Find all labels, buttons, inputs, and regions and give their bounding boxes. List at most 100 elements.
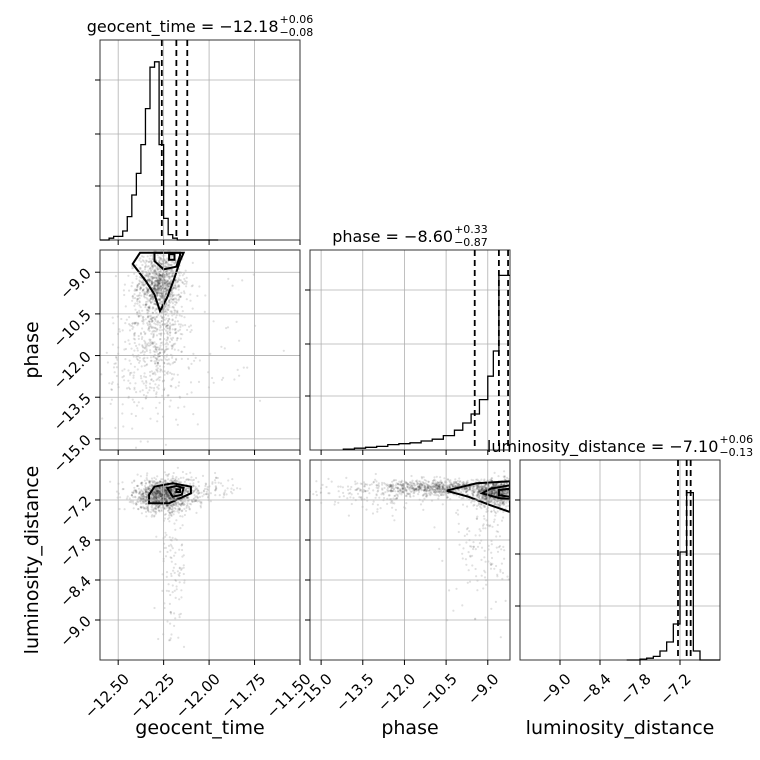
pair-geocent-time-vs-phase-point — [179, 295, 182, 298]
pair-geocent-time-vs-phase-point — [146, 309, 149, 312]
pair-phase-vs-luminosity-distance-point — [488, 525, 491, 528]
pair-phase-vs-luminosity-distance-point — [483, 487, 486, 490]
pair-geocent-time-vs-luminosity-distance-point — [140, 481, 143, 484]
pair-geocent-time-vs-luminosity-distance-point — [168, 504, 171, 507]
pair-phase-vs-luminosity-distance-point — [490, 492, 493, 496]
pair-geocent-time-vs-phase-point — [169, 363, 172, 366]
pair-geocent-time-vs-luminosity-distance-point — [151, 492, 154, 495]
pair-geocent-time-vs-phase-point — [145, 394, 148, 398]
pair-geocent-time-vs-luminosity-distance-point — [134, 496, 137, 499]
pair-geocent-time-vs-phase-point — [152, 350, 155, 353]
pair-phase-vs-luminosity-distance-point — [503, 492, 506, 495]
pair-geocent-time-vs-phase-point — [157, 353, 160, 356]
pair-geocent-time-vs-phase-point — [150, 262, 153, 265]
pair-geocent-time-vs-phase-point — [184, 324, 187, 327]
pair-geocent-time-vs-phase-point — [173, 245, 175, 247]
pair-geocent-time-vs-luminosity-distance-point — [170, 633, 173, 636]
pair-geocent-time-vs-luminosity-distance-point — [154, 495, 157, 498]
pair-geocent-time-vs-phase-point — [174, 309, 177, 312]
pair-phase-vs-luminosity-distance-point — [521, 492, 523, 494]
pair-geocent-time-vs-phase-point — [130, 324, 133, 328]
pair-geocent-time-vs-luminosity-distance-point — [137, 507, 140, 511]
pair-phase-vs-luminosity-distance-point — [513, 485, 515, 487]
pair-geocent-time-vs-luminosity-distance-point — [141, 502, 145, 505]
pair-geocent-time-vs-luminosity-distance-point — [178, 566, 181, 569]
pair-phase-vs-luminosity-distance-point — [430, 486, 433, 489]
pair-geocent-time-vs-phase-point — [156, 323, 159, 326]
pair-geocent-time-vs-phase-point — [122, 425, 125, 428]
pair-phase-vs-luminosity-distance-point — [455, 481, 458, 484]
pair-phase-vs-luminosity-distance-point — [401, 486, 404, 490]
pair-geocent-time-vs-luminosity-distance-point — [173, 589, 176, 592]
pair-phase-vs-luminosity-distance-point — [396, 487, 400, 490]
pair-geocent-time-vs-phase-point — [183, 292, 186, 295]
panels: −9.0 −8.4 −7.8 −7.2−15.0−13.5−12.0−10.5−9.0… — [50, 39, 721, 722]
pair-geocent-time-vs-phase-point — [160, 281, 163, 284]
pair-geocent-time-vs-phase-point — [166, 324, 169, 327]
pair-phase-vs-luminosity-distance-point — [458, 543, 461, 546]
pair-geocent-time-vs-phase-point — [158, 346, 161, 349]
pair-geocent-time-vs-phase-point — [156, 291, 159, 294]
pair-geocent-time-vs-luminosity-distance-point — [171, 489, 174, 493]
pair-phase-vs-luminosity-distance-point — [517, 510, 519, 512]
pair-phase-vs-luminosity-distance-point — [484, 560, 487, 563]
pair-geocent-time-vs-luminosity-distance-point — [157, 490, 160, 493]
pair-phase-vs-luminosity-distance-point — [406, 482, 409, 485]
pair-phase-vs-luminosity-distance-point — [342, 491, 345, 494]
pair-phase-vs-luminosity-distance-point — [399, 489, 402, 492]
pair-geocent-time-vs-phase-point — [169, 293, 172, 296]
pair-phase-vs-luminosity-distance-point — [450, 483, 453, 486]
pair-phase-vs-luminosity-distance-point — [472, 494, 475, 497]
pair-phase-vs-luminosity-distance-point — [440, 490, 443, 493]
pair-geocent-time-vs-phase-point — [185, 276, 188, 279]
pair-geocent-time-vs-phase-point — [164, 262, 167, 265]
pair-geocent-time-vs-luminosity-distance-point — [155, 504, 158, 507]
pair-geocent-time-vs-phase-point — [142, 382, 145, 385]
pair-geocent-time-vs-luminosity-distance-point — [167, 494, 170, 497]
pair-geocent-time-vs-luminosity-distance-point — [169, 612, 173, 615]
pair-geocent-time-vs-luminosity-distance-point — [166, 504, 169, 507]
pair-geocent-time-vs-phase-point — [165, 345, 168, 348]
pair-geocent-time-vs-luminosity-distance-point — [157, 505, 160, 508]
pair-geocent-time-vs-luminosity-distance-point — [171, 505, 174, 508]
pair-phase-vs-luminosity-distance-point — [477, 487, 481, 490]
pair-geocent-time-vs-luminosity-distance-point — [174, 617, 177, 620]
pair-geocent-time-vs-luminosity-distance-point — [133, 489, 136, 492]
pair-phase-vs-luminosity-distance-point — [490, 490, 493, 493]
pair-phase-vs-luminosity-distance-point — [455, 481, 458, 484]
pair-phase-vs-luminosity-distance-point — [482, 523, 485, 526]
pair-phase-vs-luminosity-distance-point — [386, 486, 390, 489]
pair-geocent-time-vs-luminosity-distance-point — [172, 492, 175, 495]
pair-phase-vs-luminosity-distance-point — [390, 485, 393, 488]
pair-phase-vs-luminosity-distance-point — [490, 493, 493, 496]
pair-geocent-time-vs-luminosity-distance-point — [176, 479, 179, 482]
pair-phase-vs-luminosity-distance-point — [394, 479, 398, 482]
pair-geocent-time-vs-phase-point — [134, 302, 137, 305]
pair-geocent-time-vs-phase-point — [129, 362, 132, 365]
pair-phase-vs-luminosity-distance-point — [472, 490, 476, 494]
pair-geocent-time-vs-luminosity-distance-point — [171, 591, 174, 594]
pair-geocent-time-vs-phase-point — [159, 274, 162, 277]
pair-phase-vs-luminosity-distance-point — [426, 486, 429, 489]
pair-geocent-time-vs-luminosity-distance-point — [174, 596, 177, 600]
pair-geocent-time-vs-phase-point — [168, 285, 171, 288]
pair-geocent-time-vs-phase-point — [155, 279, 158, 282]
pair-geocent-time-vs-phase-point — [158, 348, 161, 351]
pair-geocent-time-vs-phase-point — [129, 371, 132, 375]
pair-phase-vs-luminosity-distance-point — [501, 502, 504, 505]
pair-geocent-time-vs-luminosity-distance-point — [161, 589, 164, 593]
pair-phase-vs-luminosity-distance-point — [402, 490, 405, 493]
pair-geocent-time-vs-luminosity-distance-point — [146, 509, 149, 512]
pair-geocent-time-vs-phase-point — [147, 306, 150, 309]
pair-geocent-time-vs-phase-point — [154, 280, 157, 283]
pair-geocent-time-vs-phase-point — [151, 311, 154, 314]
pair-phase-vs-luminosity-distance-point — [524, 489, 526, 491]
pair-geocent-time-vs-luminosity-distance-point — [169, 611, 172, 614]
pair-geocent-time-vs-luminosity-distance-point — [184, 491, 187, 494]
pair-phase-vs-luminosity-distance-point — [381, 491, 384, 495]
pair-phase-vs-luminosity-distance-point — [435, 483, 438, 486]
pair-geocent-time-vs-luminosity-distance-point — [158, 504, 161, 507]
pair-geocent-time-vs-phase-point — [161, 259, 164, 262]
pair-geocent-time-vs-luminosity-distance-point — [176, 570, 179, 573]
pair-geocent-time-vs-phase-point — [161, 341, 164, 344]
